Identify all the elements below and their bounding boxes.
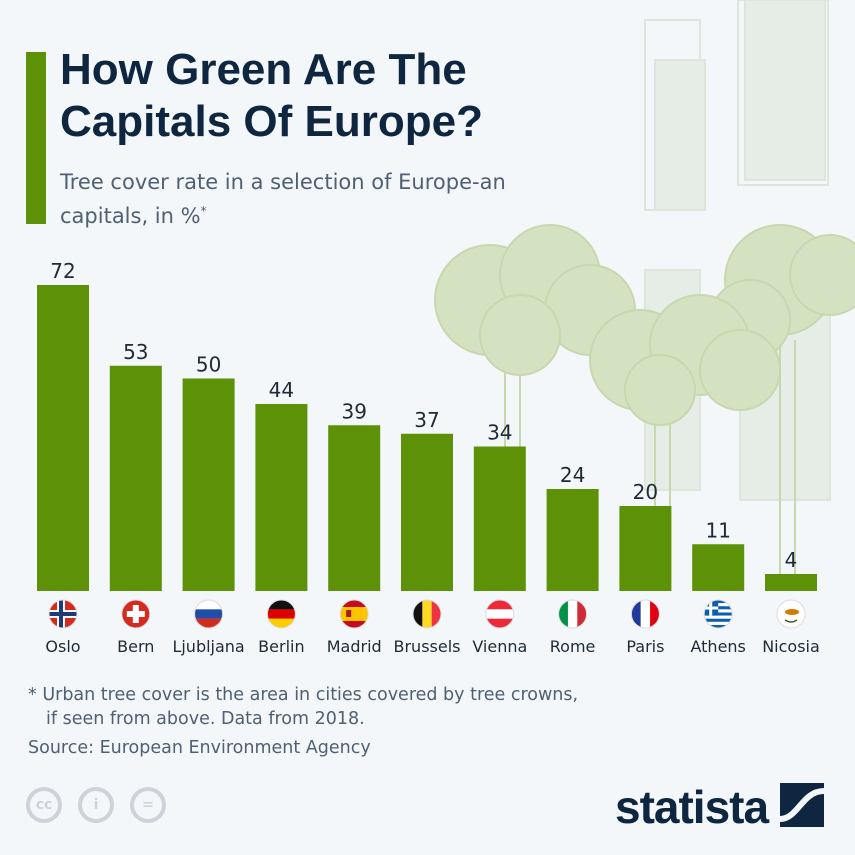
data-label: 50 <box>196 353 221 377</box>
france-flag-icon <box>631 600 660 628</box>
chart-subtitle: Tree cover rate in a selection of Europe… <box>60 168 580 231</box>
data-label: 34 <box>487 421 512 445</box>
x-tick-label: Rome <box>550 637 596 656</box>
data-label: 37 <box>414 408 439 432</box>
footnote-line-1: * Urban tree cover is the area in cities… <box>28 685 579 705</box>
subtitle-footnote-mark: * <box>200 204 207 218</box>
italy-flag-icon <box>558 600 587 628</box>
bar-ljubljana <box>182 378 235 591</box>
subtitle-text: Tree cover rate in a selection of Europe… <box>60 170 506 228</box>
bar-vienna <box>473 446 526 591</box>
data-label: 4 <box>785 548 798 572</box>
x-tick-label: Brussels <box>394 637 461 656</box>
spain-flag-icon <box>340 600 369 628</box>
bar-chart: 72 Oslo 53 Bern 50 Ljubljana 44 Berlin 39 Madrid 3… <box>37 259 820 656</box>
germany-flag-icon <box>267 600 296 628</box>
data-label: 53 <box>123 340 148 364</box>
no-derivatives-icon[interactable]: = <box>130 787 166 823</box>
x-tick-label: Ljubljana <box>172 637 244 656</box>
statista-mark-icon <box>779 783 825 827</box>
bar-rome <box>546 489 599 591</box>
chart-title: How Green Are The Capitals Of Europe? <box>60 45 483 146</box>
bar-athens <box>692 544 745 591</box>
x-tick-label: Paris <box>626 637 664 656</box>
x-tick-label: Berlin <box>258 637 304 656</box>
data-label: 24 <box>560 463 585 487</box>
cyprus-flag-icon <box>777 600 805 628</box>
bar-paris <box>619 506 672 591</box>
title-accent-bar <box>26 52 46 224</box>
x-tick-label: Nicosia <box>762 637 820 656</box>
bar-brussels <box>401 433 453 591</box>
x-tick-label: Bern <box>117 637 154 656</box>
bar-madrid <box>328 425 381 591</box>
statista-logo[interactable]: statista <box>615 780 825 834</box>
source-text: Source: European Environment Agency <box>28 738 371 758</box>
data-label: 72 <box>50 259 75 283</box>
x-tick-label: Athens <box>690 637 745 656</box>
norway-flag-icon <box>49 600 77 628</box>
x-tick-label: Oslo <box>45 637 80 656</box>
belgium-flag-icon <box>413 600 441 628</box>
switzerland-flag-icon <box>121 600 150 628</box>
x-tick-label: Vienna <box>472 637 527 656</box>
data-label: 11 <box>705 518 730 542</box>
bar-oslo <box>37 285 89 591</box>
attribution-icon[interactable]: i <box>78 787 114 823</box>
data-label: 20 <box>633 480 658 504</box>
bar-bern <box>109 365 162 591</box>
data-label: 44 <box>269 378 294 402</box>
slovenia-flag-icon <box>194 600 223 628</box>
bar-berlin <box>255 404 308 591</box>
brand-text: statista <box>615 781 769 833</box>
x-tick-label: Madrid <box>327 637 382 656</box>
bar-nicosia <box>765 574 817 591</box>
cc-icon[interactable]: cc <box>26 787 62 823</box>
data-label: 39 <box>341 399 366 423</box>
footnote-line-2: if seen from above. Data from 2018. <box>46 709 365 729</box>
austria-flag-icon <box>485 600 514 628</box>
